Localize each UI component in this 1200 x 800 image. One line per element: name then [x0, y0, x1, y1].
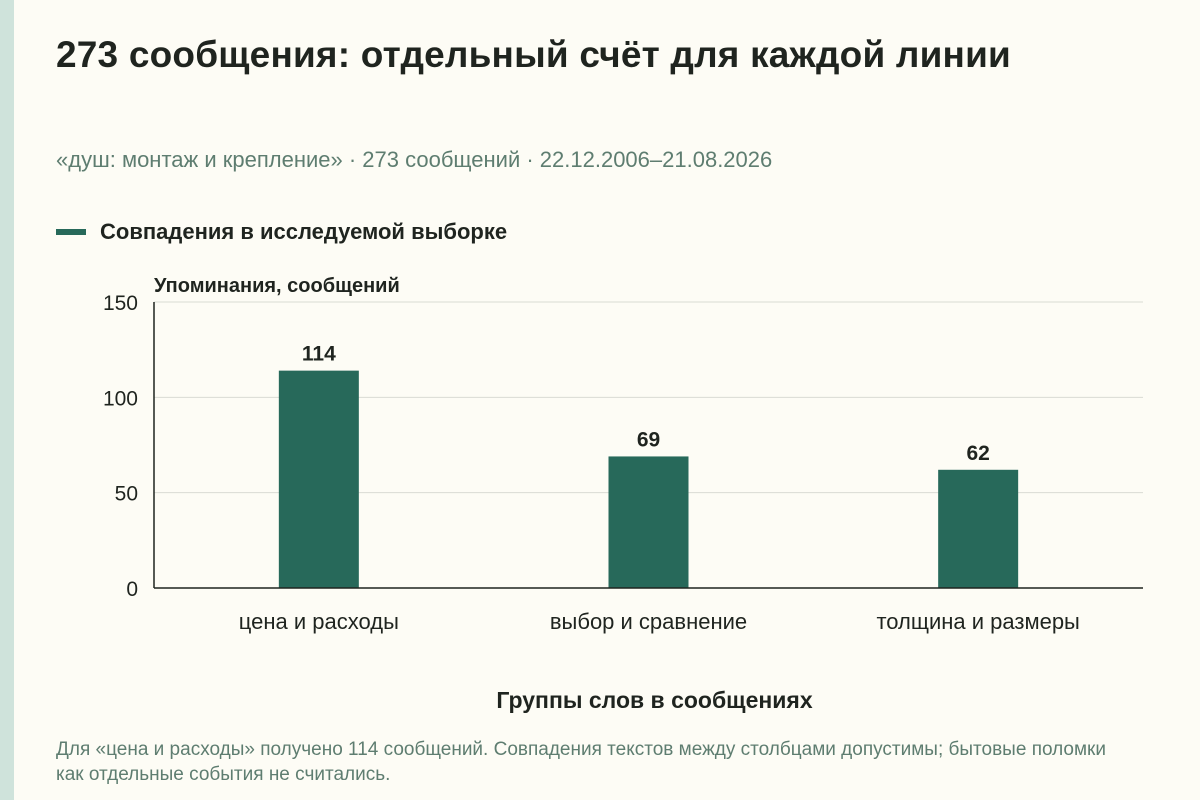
chart-title: 273 сообщения: отдельный счёт для каждой…	[56, 34, 1011, 75]
y-tick-labels: 0 50 100 150	[103, 292, 138, 601]
y-tick-label: 150	[103, 292, 138, 315]
side-accent-strip	[0, 0, 14, 800]
chart-subtitle: «душ: монтаж и крепление» · 273 сообщени…	[56, 147, 773, 172]
bar	[938, 469, 1019, 588]
x-tick-label: толщина и размеры	[876, 609, 1079, 634]
x-tick-labels: цена и расходы выбор и сравнение толщина и…	[239, 609, 1080, 634]
data-label: 62	[966, 442, 989, 465]
legend-swatch	[56, 229, 86, 235]
x-axis-label: Группы слов в сообщениях	[496, 687, 812, 713]
y-tick-label: 50	[115, 483, 138, 506]
y-axis-label: Упоминания, сообщений	[154, 275, 400, 297]
footnote: Для «цена и расходы» получено 114 сообще…	[56, 739, 1106, 785]
bars	[278, 370, 1019, 588]
data-label: 114	[302, 343, 336, 366]
legend: Совпадения в исследуемой выборке	[56, 219, 507, 245]
y-tick-label: 100	[103, 387, 138, 410]
x-tick-label: цена и расходы	[239, 609, 399, 634]
legend-label: Совпадения в исследуемой выборке	[100, 219, 508, 244]
bar	[608, 456, 689, 588]
bar	[278, 370, 359, 588]
y-tick-label: 0	[126, 578, 138, 601]
x-tick-label: выбор и сравнение	[550, 609, 747, 634]
data-labels: 114 69 62	[302, 343, 990, 465]
data-label: 69	[637, 428, 660, 451]
